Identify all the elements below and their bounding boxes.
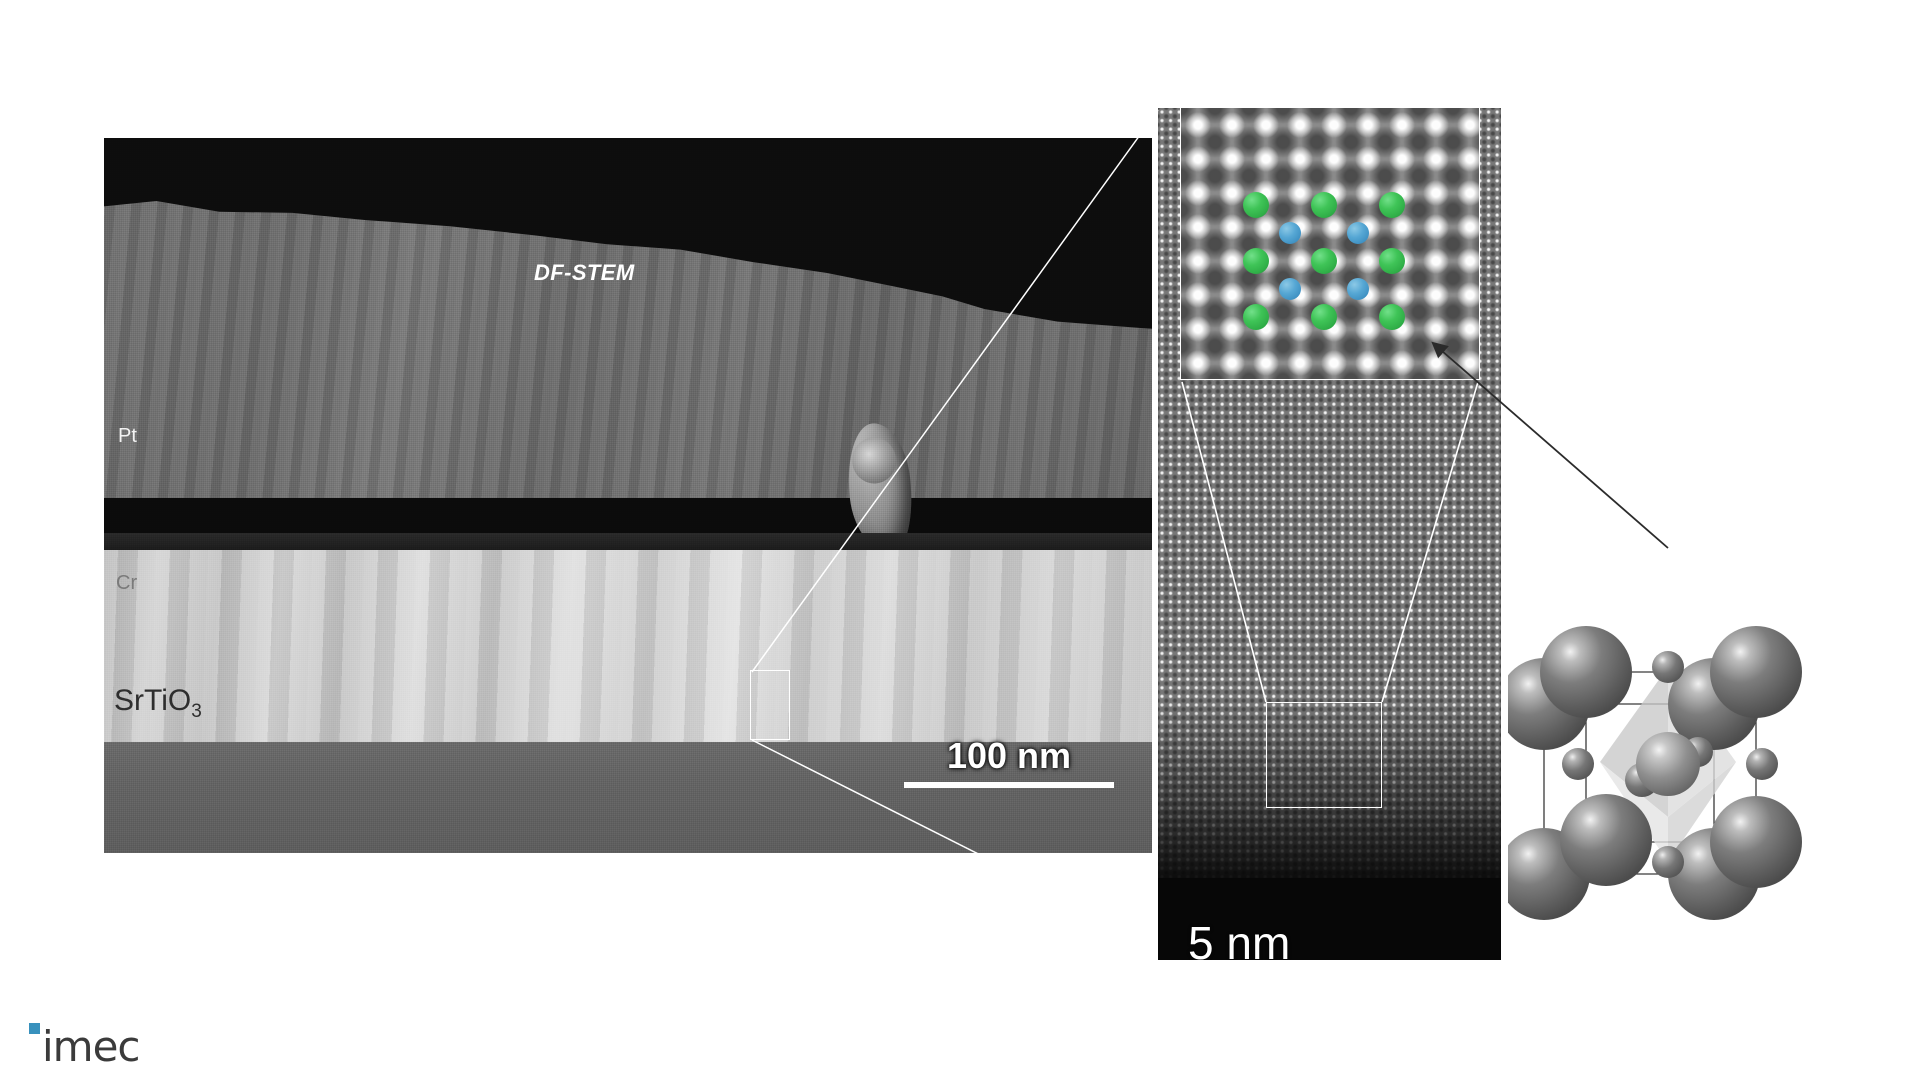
logo-dot-icon bbox=[29, 1023, 40, 1034]
atom-marker-a bbox=[1311, 304, 1337, 330]
hr-stem-micrograph: 5 nm bbox=[1158, 108, 1501, 960]
o-site-sphere bbox=[1652, 651, 1684, 683]
atom-marker-a bbox=[1311, 248, 1337, 274]
atom-marker-b bbox=[1347, 278, 1369, 300]
perovskite-unit-cell-model bbox=[1508, 612, 1858, 942]
a-site-sphere bbox=[1710, 796, 1802, 888]
crystal-model-pointer-arrow bbox=[1431, 341, 1669, 549]
srtio3-substrate-layer bbox=[104, 550, 1152, 750]
atom-marker-b bbox=[1347, 222, 1369, 244]
scalebar-100nm: 100 nm bbox=[904, 738, 1114, 788]
logo-wordmark: imec bbox=[42, 1022, 141, 1071]
atom-marker-a bbox=[1379, 192, 1405, 218]
atom-marker-a bbox=[1379, 248, 1405, 274]
atom-marker-a bbox=[1243, 248, 1269, 274]
scalebar-5nm: 5 nm bbox=[1188, 920, 1418, 960]
scalebar-5nm-label: 5 nm bbox=[1188, 917, 1291, 960]
b-site-sphere bbox=[1636, 732, 1700, 796]
a-site-sphere bbox=[1540, 626, 1632, 718]
roi-box-left-panel bbox=[750, 670, 790, 740]
magnified-lattice-inset bbox=[1180, 108, 1480, 380]
imec-logo: imec bbox=[24, 1022, 244, 1070]
atom-marker-a bbox=[1243, 304, 1269, 330]
df-stem-micrograph: DF-STEM Pt Cr SrTiO3 100 nm bbox=[104, 138, 1152, 853]
a-site-sphere bbox=[1560, 794, 1652, 886]
atom-marker-a bbox=[1243, 192, 1269, 218]
o-site-sphere bbox=[1562, 748, 1594, 780]
scalebar-100nm-label: 100 nm bbox=[946, 735, 1072, 776]
a-site-sphere bbox=[1710, 626, 1802, 718]
o-site-sphere bbox=[1652, 846, 1684, 878]
atom-marker-b bbox=[1279, 222, 1301, 244]
atom-marker-a bbox=[1311, 192, 1337, 218]
atom-marker-a bbox=[1379, 304, 1405, 330]
scalebar-100nm-line bbox=[904, 782, 1114, 788]
roi-box-hr-panel bbox=[1266, 702, 1382, 808]
o-site-sphere bbox=[1746, 748, 1778, 780]
lattice-bottom-fade bbox=[1158, 700, 1501, 960]
atom-marker-b bbox=[1279, 278, 1301, 300]
